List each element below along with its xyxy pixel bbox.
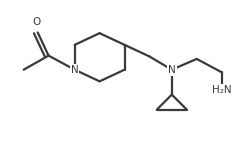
Text: N: N <box>71 65 79 75</box>
Text: H₂N: H₂N <box>212 85 231 95</box>
Text: N: N <box>168 65 176 75</box>
Text: O: O <box>32 17 40 27</box>
